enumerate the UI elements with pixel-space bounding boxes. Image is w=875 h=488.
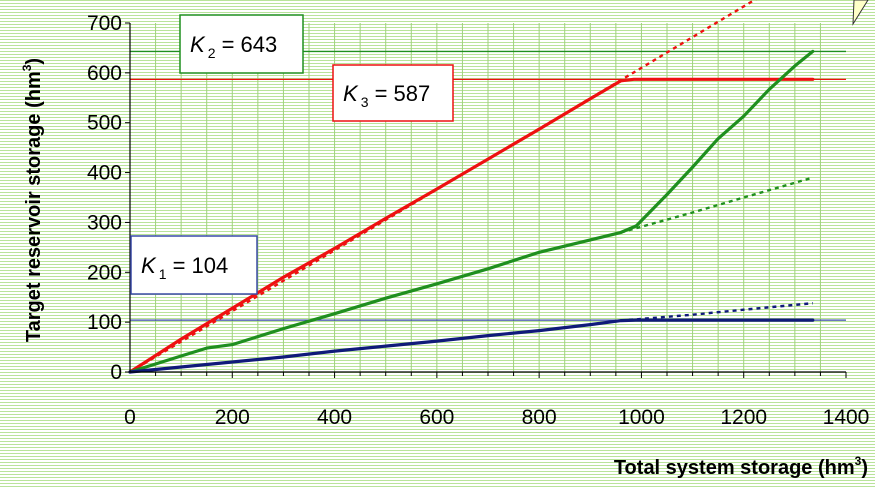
x-tick-label: 0	[124, 406, 136, 429]
y-tick-label: 700	[87, 12, 122, 35]
label-box	[332, 64, 454, 122]
x-tick-label: 1200	[720, 406, 767, 429]
x-tick-label: 400	[317, 406, 352, 429]
y-tick-label: 100	[87, 311, 122, 334]
y-tick-label: 200	[87, 261, 122, 284]
x-tick-label: 1400	[823, 406, 870, 429]
series-line-solid	[128, 77, 815, 374]
x-axis-title: Total system storage (hm3)	[614, 454, 868, 479]
series-line-dotted	[620, 176, 814, 234]
series-line-solid	[128, 49, 815, 374]
label-box	[130, 235, 258, 295]
x-tick-label: 1000	[618, 406, 665, 429]
y-tick-label: 300	[87, 211, 122, 234]
callout-pointer	[852, 0, 869, 26]
label-box	[179, 14, 304, 74]
x-tick-labels: 0 200 400 600 800 1000 1200 1400	[124, 406, 869, 429]
x-tick-label: 800	[522, 406, 557, 429]
series-line-solid	[128, 318, 815, 374]
series-layer	[128, 0, 815, 374]
series-line-dotted	[620, 302, 813, 322]
y-tick-labels: 0 100 200 300 400 500 600 700	[87, 12, 122, 384]
y-tick-label: 400	[87, 162, 122, 185]
y-tick-label: 500	[87, 112, 122, 135]
y-tick-label: 0	[110, 361, 122, 384]
y-axis-title: Target reservoir storage (hm3)	[20, 58, 45, 342]
x-tick-label: 600	[419, 406, 454, 429]
x-tick-label: 200	[215, 406, 250, 429]
y-tick-label: 600	[87, 62, 122, 85]
axis-ticks	[125, 22, 847, 378]
